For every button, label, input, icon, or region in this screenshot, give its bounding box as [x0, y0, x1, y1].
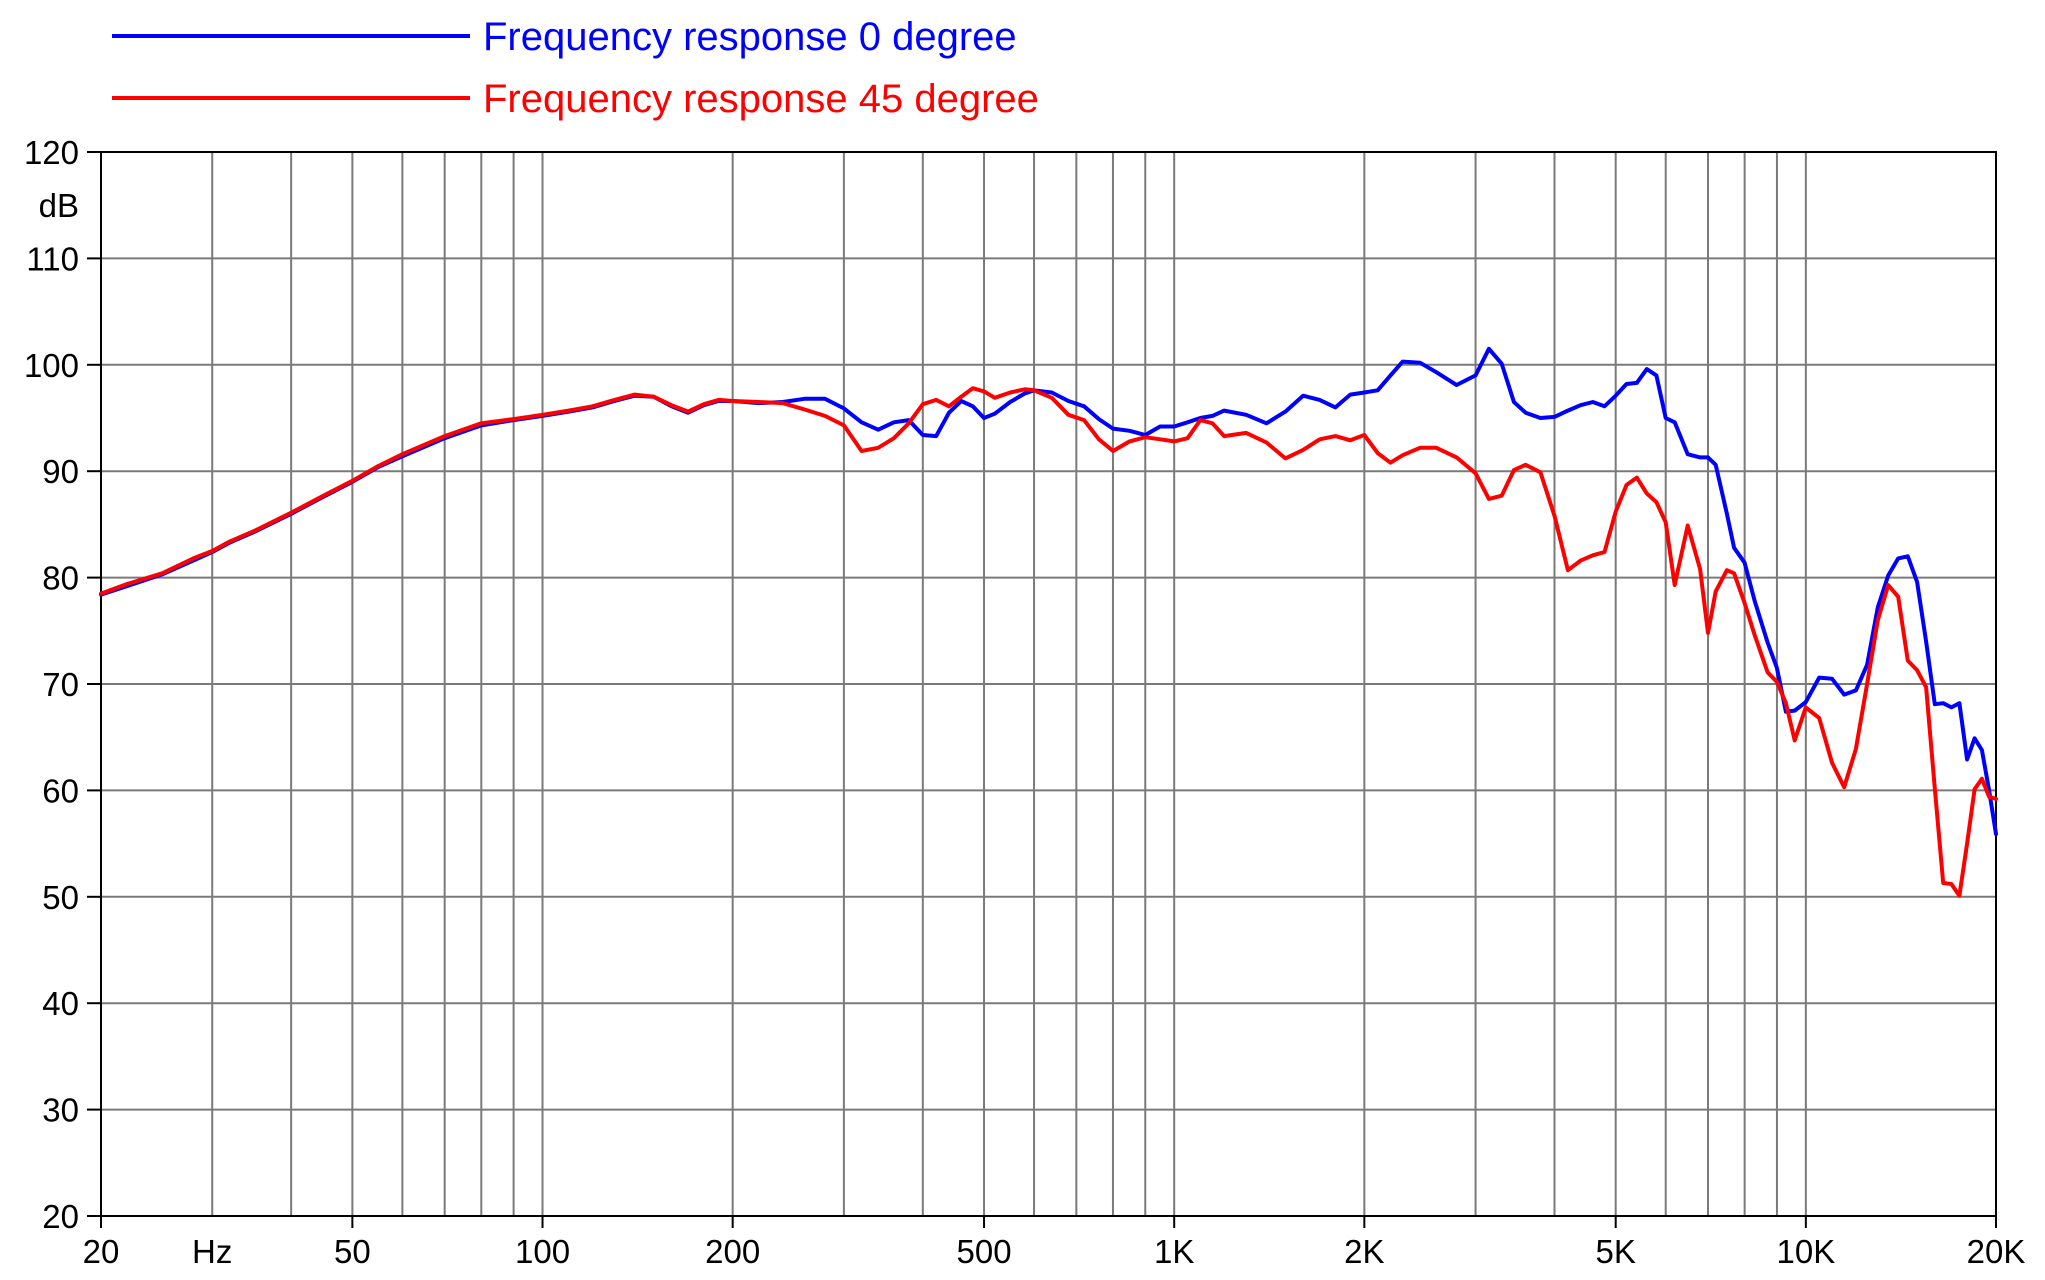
x-tick-label: 100: [515, 1233, 570, 1270]
x-tick-label: 5K: [1596, 1233, 1636, 1270]
x-tick-label: 2K: [1344, 1233, 1384, 1270]
x-tick-label: 20K: [1967, 1233, 2026, 1270]
x-tick-label: 20: [83, 1233, 120, 1270]
y-tick-label: 90: [42, 453, 79, 490]
series-line-0: [99, 346, 1998, 836]
y-tick-label: 120: [24, 134, 79, 171]
y-tick-label: 70: [42, 666, 79, 703]
x-tick-label: 50: [334, 1233, 371, 1270]
y-axis-ticks: 120 110 100 90 80 70 60 50 40 30 20: [24, 134, 101, 1235]
legend-label-0: Frequency response 0 degree: [483, 15, 1017, 59]
y-tick-label: 80: [42, 560, 79, 597]
legend: Frequency response 0 degree Frequency res…: [112, 15, 1039, 121]
legend-label-1: Frequency response 45 degree: [483, 77, 1039, 121]
y-tick-label: 60: [42, 772, 79, 809]
y-tick-label: 50: [42, 879, 79, 916]
y-tick-label: 40: [42, 985, 79, 1022]
y-axis-unit-label: dB: [39, 187, 79, 224]
y-tick-label: 100: [24, 347, 79, 384]
y-tick-label: 110: [26, 240, 79, 277]
x-tick-label: 200: [705, 1233, 760, 1270]
x-tick-label: 500: [957, 1233, 1012, 1270]
y-tick-label: 20: [42, 1198, 79, 1235]
series-line-1: [99, 386, 1998, 898]
x-tick-label: 1K: [1154, 1233, 1194, 1270]
x-axis-ticks: 20 50 100 200 500 1K 2K 5K 10K 20K Hz: [83, 1216, 2026, 1270]
y-tick-label: 30: [42, 1092, 79, 1129]
x-tick-label: 10K: [1776, 1233, 1835, 1270]
series-layer: [99, 346, 1998, 898]
x-axis-unit-label: Hz: [192, 1233, 232, 1270]
horizontal-gridlines: [101, 151, 1996, 1217]
